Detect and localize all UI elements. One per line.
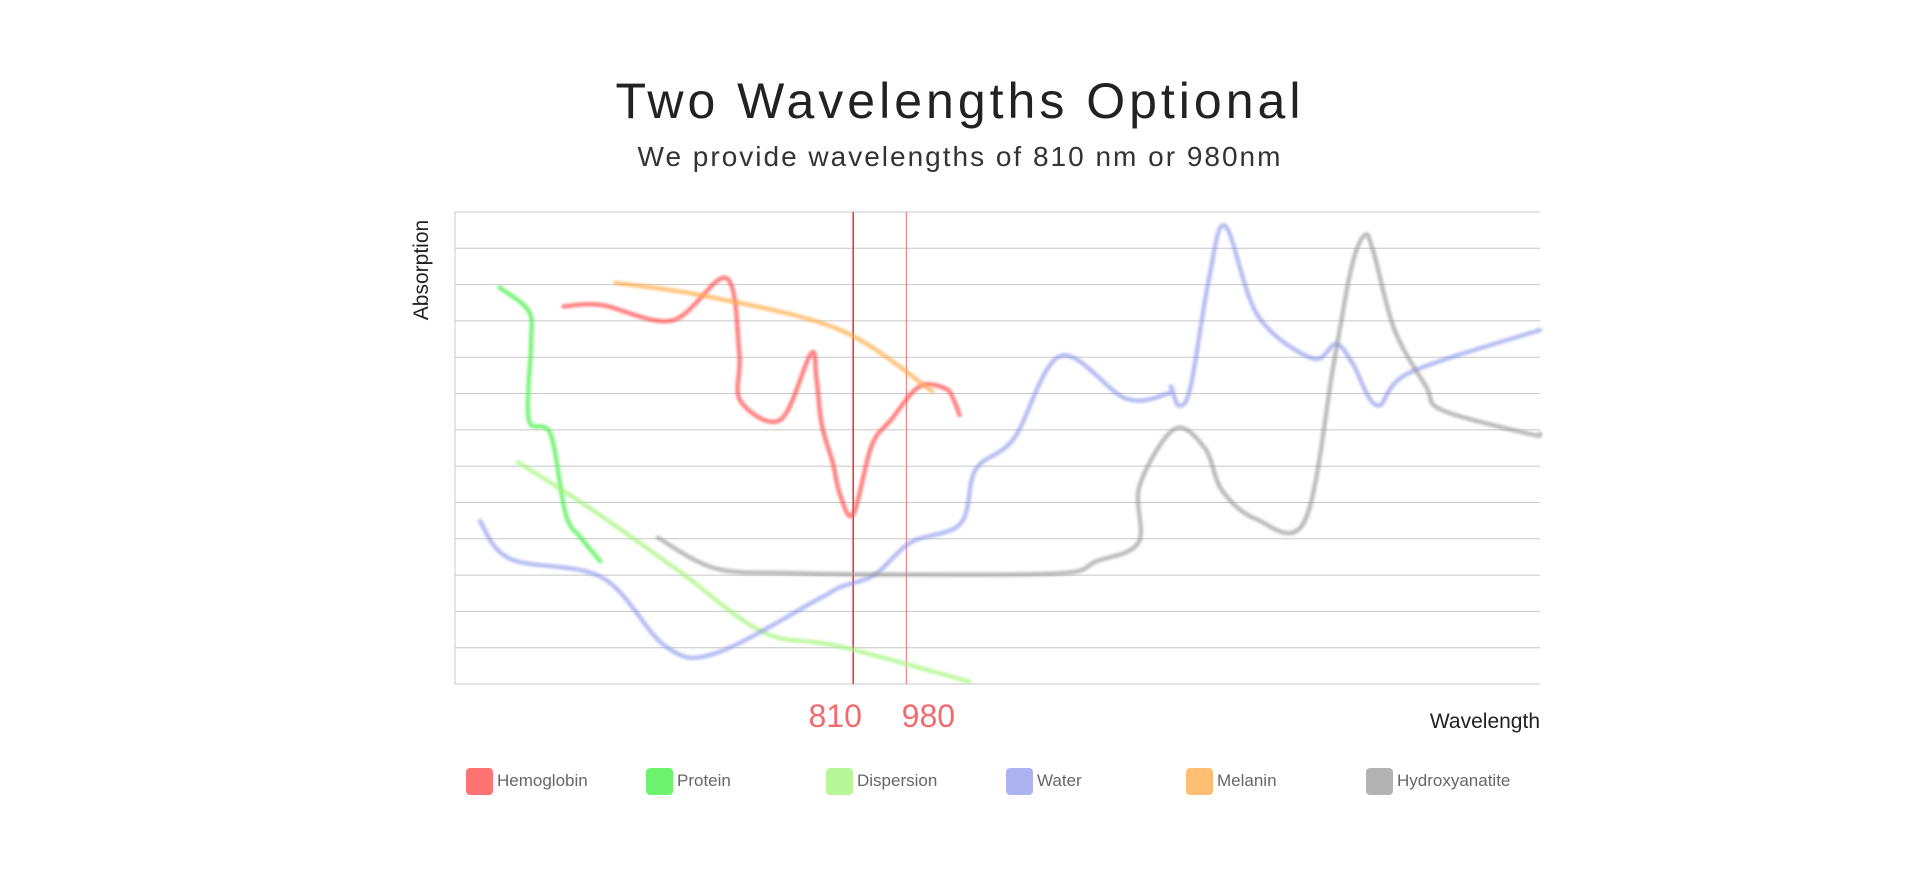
- series-line-dispersion: [515, 459, 972, 684]
- x-axis-label: Wavelength: [1430, 710, 1540, 733]
- legend-item-hemoglobin: Hemoglobin: [466, 766, 588, 796]
- marker-label-980: 980: [902, 698, 955, 734]
- legend-item-dispersion: Dispersion: [826, 766, 937, 796]
- series-line-melanin: [613, 280, 935, 394]
- legend-label: Hydroxyanatite: [1397, 771, 1511, 790]
- wavelength-markers: 810 980: [808, 212, 955, 734]
- legend-item-water: Water: [1006, 766, 1082, 796]
- chart-title: Two Wavelengths Optional: [615, 73, 1305, 129]
- legend-swatch: [1006, 767, 1033, 795]
- legend: Hemoglobin Protein Dispersion Water Melanin H…: [466, 766, 1566, 796]
- legend-item-protein: Protein: [646, 766, 731, 796]
- legend-item-hydroxyanatite: Hydroxyanatite: [1366, 766, 1510, 796]
- legend-label: Protein: [677, 771, 731, 790]
- legend-swatch: [826, 767, 853, 795]
- y-axis-label: Absorption: [410, 220, 433, 320]
- legend-label: Hemoglobin: [497, 771, 588, 790]
- legend-swatch: [466, 767, 493, 795]
- series-lines: [477, 223, 1543, 684]
- legend-label: Water: [1037, 771, 1082, 790]
- legend-swatch: [1186, 767, 1213, 795]
- series-line-water: [477, 223, 1543, 661]
- legend-label: Melanin: [1217, 771, 1277, 790]
- legend-swatch: [646, 767, 673, 795]
- legend-swatch: [1366, 767, 1393, 795]
- legend-item-melanin: Melanin: [1186, 766, 1277, 796]
- marker-label-810: 810: [808, 698, 861, 734]
- series-line-protein: [497, 285, 603, 564]
- series-line-hemoglobin: [561, 275, 962, 519]
- chart-subtitle: We provide wavelengths of 810 nm or 980n…: [637, 141, 1283, 172]
- series-line-hydroxyanatite: [655, 232, 1543, 577]
- legend-label: Dispersion: [857, 771, 938, 790]
